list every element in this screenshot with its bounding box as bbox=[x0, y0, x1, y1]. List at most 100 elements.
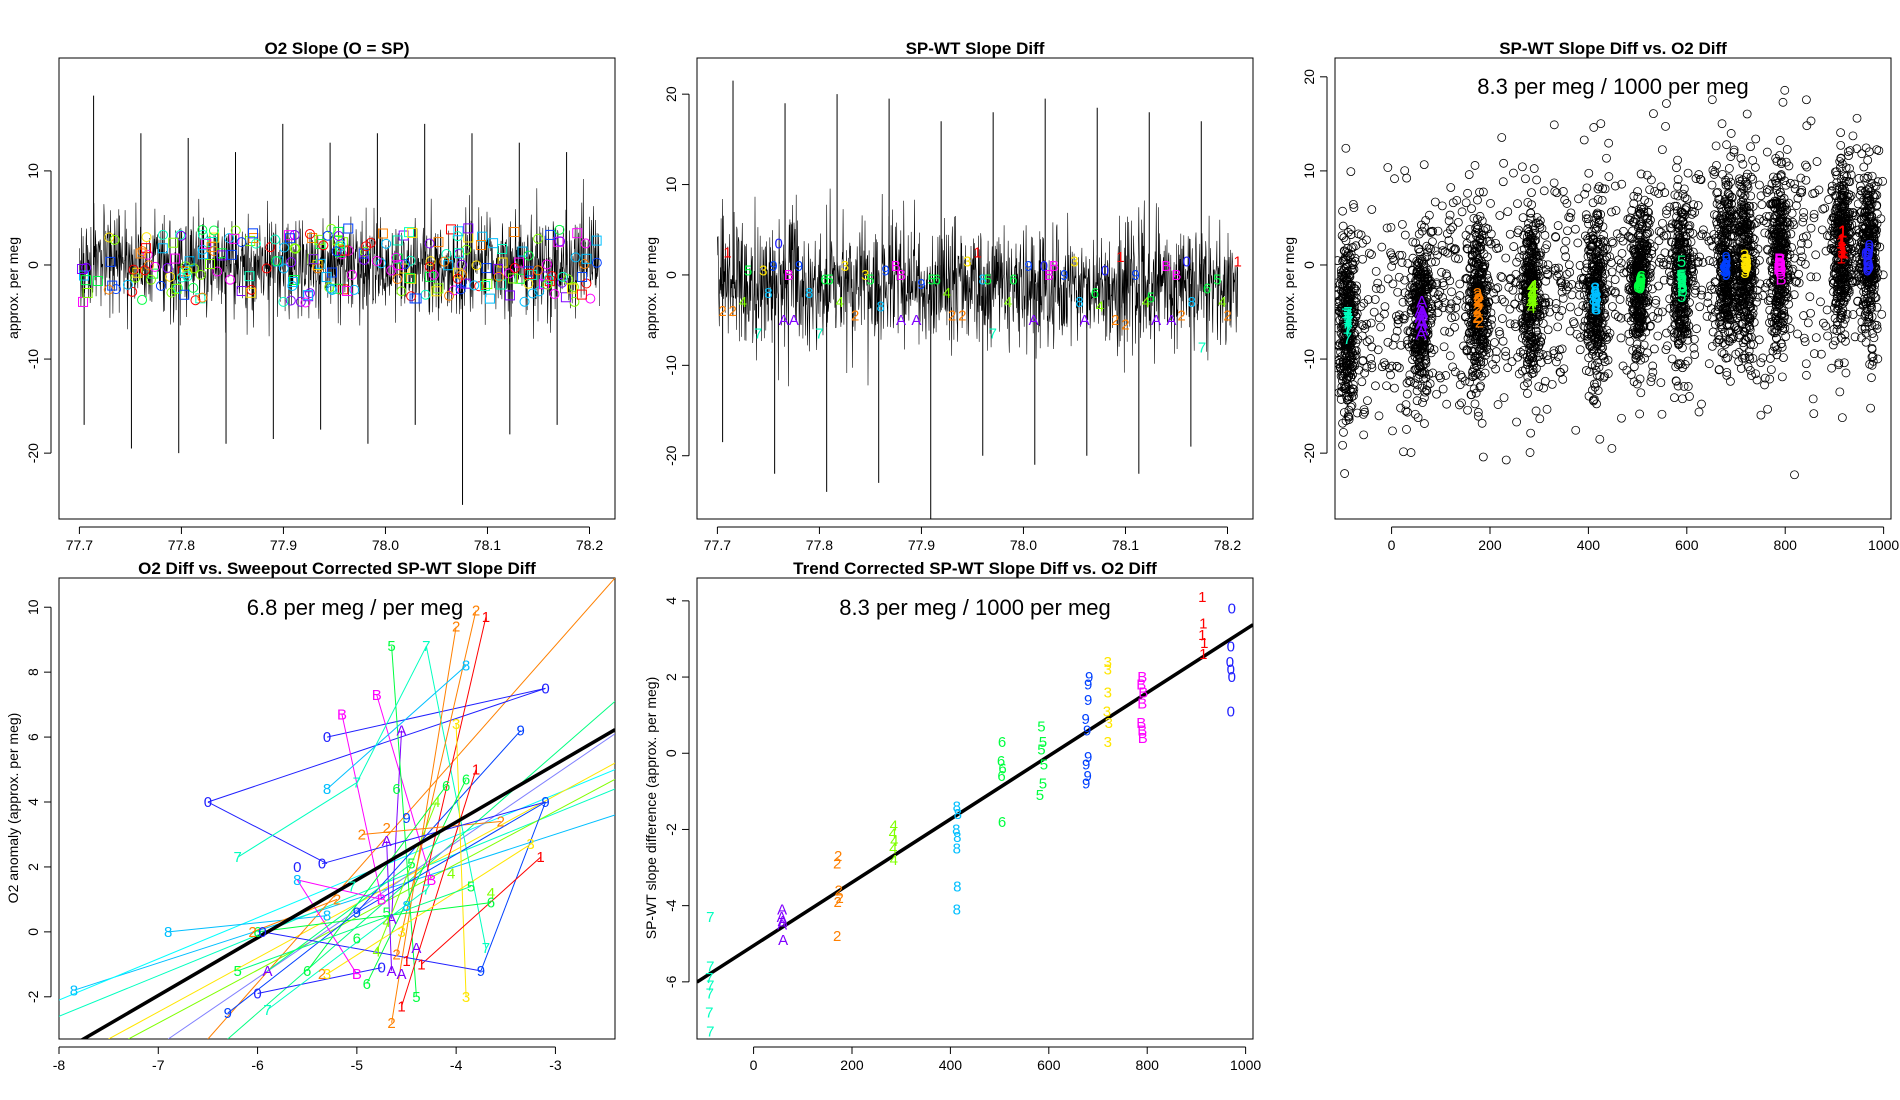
cluster-point bbox=[1532, 213, 1542, 222]
overlay-circle bbox=[165, 271, 176, 282]
series-label: 9 bbox=[795, 258, 803, 275]
cluster-point bbox=[1687, 209, 1697, 219]
overlay-circle bbox=[111, 284, 122, 295]
scatter-point bbox=[1820, 203, 1830, 213]
y-tick-label: 0 bbox=[663, 271, 679, 279]
scatter-point bbox=[1607, 267, 1617, 277]
cluster-point bbox=[1779, 353, 1788, 362]
scatter-point bbox=[1565, 326, 1575, 336]
cluster-label: 8 bbox=[1590, 279, 1599, 298]
cluster-point bbox=[1479, 347, 1489, 356]
cluster-point bbox=[1526, 208, 1536, 218]
cluster-point bbox=[1475, 187, 1484, 197]
scatter-point bbox=[1563, 282, 1573, 292]
scatter-point bbox=[1386, 370, 1395, 380]
cluster-point bbox=[1697, 290, 1706, 300]
overlay-circle bbox=[428, 269, 439, 280]
scatter-point bbox=[1497, 273, 1507, 282]
scatter-point bbox=[1358, 238, 1367, 248]
scatter-point bbox=[1492, 244, 1502, 253]
cluster-point bbox=[1595, 328, 1605, 338]
cluster-point bbox=[1589, 379, 1599, 389]
scatter-point bbox=[1455, 279, 1465, 289]
overlay-square bbox=[404, 273, 415, 284]
scatter-point bbox=[1433, 226, 1443, 236]
scatter-point bbox=[1380, 302, 1390, 312]
overlay-circle bbox=[326, 223, 337, 234]
scatter-point bbox=[1445, 276, 1455, 286]
cluster-point bbox=[1641, 277, 1651, 286]
scatter-point bbox=[1356, 302, 1366, 311]
cluster-label: 4 bbox=[1528, 277, 1537, 296]
cluster-label: 4 bbox=[1527, 289, 1536, 308]
cluster-point bbox=[1524, 307, 1534, 316]
scatter-point bbox=[1827, 363, 1837, 373]
y-axis-label: approx. per meg bbox=[643, 237, 659, 339]
cluster-point bbox=[1592, 305, 1601, 315]
overlay-square bbox=[544, 276, 555, 287]
scatter-point bbox=[1574, 307, 1583, 317]
cluster-point bbox=[1479, 324, 1489, 334]
scatter-point bbox=[1371, 284, 1381, 293]
cluster-point bbox=[1347, 321, 1357, 331]
scatter-point bbox=[1685, 392, 1694, 401]
scatter-point bbox=[1441, 371, 1451, 380]
overlay-square bbox=[289, 275, 300, 286]
scatter-point bbox=[1432, 389, 1441, 399]
series-label: 5 bbox=[744, 262, 752, 279]
cluster-label: 7 bbox=[1343, 306, 1352, 325]
scatter-point bbox=[1758, 291, 1768, 300]
cluster-point bbox=[1626, 233, 1636, 243]
series-label: 1 bbox=[1234, 253, 1242, 270]
scatter-point bbox=[1587, 227, 1597, 237]
cluster-point bbox=[1647, 249, 1657, 259]
overlay-circle bbox=[137, 246, 148, 257]
cluster-point bbox=[1479, 249, 1489, 259]
overlay-circle bbox=[225, 274, 236, 285]
cluster-point bbox=[1413, 380, 1422, 390]
scatter-point bbox=[1558, 374, 1568, 384]
cluster-point bbox=[1626, 243, 1636, 253]
scatter-point bbox=[1367, 342, 1377, 352]
scatter-point bbox=[1822, 305, 1832, 315]
cluster-point bbox=[1683, 168, 1693, 178]
scatter-point bbox=[1448, 362, 1457, 372]
scatter-point bbox=[1543, 351, 1552, 360]
scatter-point bbox=[1487, 314, 1497, 324]
cluster-point bbox=[1471, 228, 1480, 237]
scatter-point bbox=[1403, 336, 1413, 345]
cluster-label: 5 bbox=[1677, 273, 1686, 292]
cluster-label: B bbox=[1775, 269, 1786, 288]
cluster-point bbox=[1427, 257, 1436, 267]
scatter-point bbox=[1501, 253, 1511, 263]
cluster-point bbox=[1632, 344, 1641, 354]
cluster-point bbox=[1475, 234, 1485, 244]
series-label: 3 bbox=[759, 262, 767, 279]
cluster-point bbox=[1785, 324, 1795, 333]
cluster-point bbox=[1628, 282, 1638, 292]
cluster-label: 2 bbox=[1473, 290, 1482, 309]
cluster-point bbox=[1337, 268, 1346, 278]
scatter-point bbox=[1494, 327, 1504, 336]
overlay-circle bbox=[287, 280, 298, 291]
cluster-label: 2 bbox=[1474, 292, 1483, 311]
scatter-point bbox=[1472, 358, 1481, 367]
overlay-circle bbox=[271, 256, 282, 267]
cluster-point bbox=[1409, 321, 1419, 331]
series-label: 8 bbox=[1188, 294, 1196, 311]
scatter-point bbox=[1617, 413, 1626, 423]
cluster-point bbox=[1587, 266, 1596, 276]
cluster-point bbox=[1587, 275, 1597, 285]
overlay-circle bbox=[128, 264, 139, 275]
scatter-point bbox=[1386, 248, 1396, 258]
cluster-point bbox=[1766, 365, 1776, 374]
scatter-point bbox=[1623, 313, 1633, 322]
cluster-point bbox=[1593, 386, 1603, 395]
scatter-point bbox=[1514, 369, 1524, 379]
scatter-point bbox=[1673, 181, 1682, 191]
scatter-point bbox=[1792, 276, 1801, 286]
cluster-point bbox=[1426, 348, 1436, 358]
overlay-circle bbox=[175, 229, 186, 240]
scatter-point bbox=[1395, 310, 1404, 320]
cluster-point bbox=[1479, 305, 1488, 314]
